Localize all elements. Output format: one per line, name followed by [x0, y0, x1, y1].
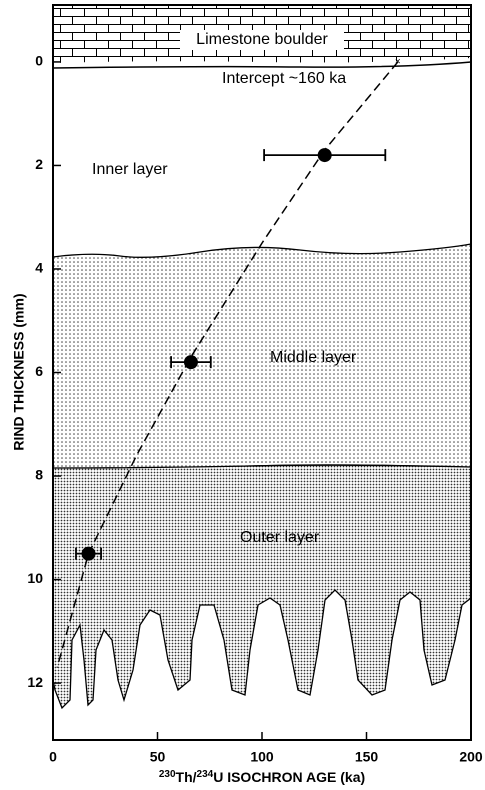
intercept-marker: ×	[395, 57, 401, 68]
x-tick-label: 200	[459, 749, 483, 765]
x-tick-label: 50	[150, 749, 166, 765]
y-tick-label: 10	[27, 570, 43, 586]
y-tick-label: 6	[35, 363, 43, 379]
data-point	[183, 355, 198, 370]
x-axis-label: 230Th/234U ISOCHRON AGE (ka)	[159, 769, 365, 785]
y-tick-label: 2	[35, 156, 43, 172]
x-label-part: U ISOCHRON AGE (ka)	[213, 769, 365, 785]
y-tick-label: 12	[27, 674, 43, 690]
x-tick-label: 150	[355, 749, 379, 765]
annotation: Inner layer	[92, 161, 168, 178]
boundary	[52, 61, 472, 69]
annotation: Intercept ~160 ka	[222, 70, 346, 87]
x-label-part: 230	[159, 769, 176, 780]
annotation: Outer layer	[240, 529, 320, 546]
y-axis-label: RIND THICKNESS (mm)	[11, 293, 27, 450]
data-point	[317, 148, 332, 163]
y-tick-label: 8	[35, 467, 43, 483]
annotation: Middle layer	[270, 349, 357, 366]
x-label-part: Th/	[176, 769, 197, 785]
annotation: Limestone boulder	[196, 31, 328, 48]
data-point	[81, 546, 96, 561]
middle-layer	[52, 243, 472, 469]
x-label-part: 234	[197, 769, 214, 780]
label-bg	[180, 30, 344, 50]
layers	[52, 5, 472, 710]
y-tick-label: 4	[35, 260, 43, 276]
y-tick-label: 0	[35, 53, 43, 69]
x-tick-label: 100	[250, 749, 274, 765]
x-tick-label: 0	[49, 749, 57, 765]
outer-layer	[52, 464, 472, 710]
